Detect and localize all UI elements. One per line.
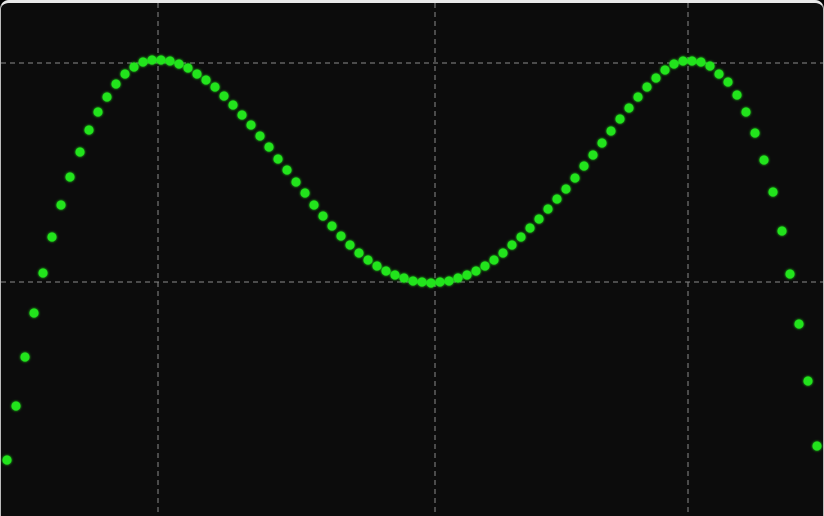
data-point: [759, 155, 769, 165]
data-point: [588, 150, 598, 160]
data-point: [741, 107, 751, 117]
data-point: [255, 131, 265, 141]
data-point: [273, 154, 283, 164]
data-point: [480, 261, 490, 271]
data-point: [300, 188, 310, 198]
data-point: [219, 91, 229, 101]
data-point: [165, 56, 175, 66]
data-point: [111, 79, 121, 89]
data-point: [11, 401, 21, 411]
data-point: [714, 69, 724, 79]
data-point: [606, 126, 616, 136]
data-point: [174, 59, 184, 69]
chart: [1, 3, 823, 516]
data-point: [246, 120, 256, 130]
data-point: [129, 62, 139, 72]
data-point: [435, 277, 445, 287]
data-point: [381, 266, 391, 276]
data-point: [408, 276, 418, 286]
data-point: [47, 232, 57, 242]
data-point: [372, 261, 382, 271]
data-point: [75, 147, 85, 157]
data-point: [525, 223, 535, 233]
data-point: [363, 255, 373, 265]
data-point: [597, 138, 607, 148]
data-point: [2, 455, 12, 465]
data-point: [309, 200, 319, 210]
data-point: [516, 232, 526, 242]
data-point: [237, 110, 247, 120]
data-point: [543, 204, 553, 214]
data-point: [38, 268, 48, 278]
data-point: [29, 308, 39, 318]
data-point: [615, 114, 625, 124]
data-point: [453, 273, 463, 283]
data-point: [507, 240, 517, 250]
data-point: [102, 92, 112, 102]
data-point: [354, 248, 364, 258]
data-point: [192, 69, 202, 79]
data-point: [660, 65, 670, 75]
data-point: [336, 231, 346, 241]
data-point: [93, 107, 103, 117]
data-point: [651, 73, 661, 83]
data-point: [723, 77, 733, 87]
data-point: [84, 125, 94, 135]
data-point: [20, 352, 30, 362]
data-point: [183, 63, 193, 73]
data-point: [345, 240, 355, 250]
data-point: [705, 61, 715, 71]
data-point: [282, 165, 292, 175]
data-point: [803, 376, 813, 386]
data-point: [687, 56, 697, 66]
data-point: [138, 57, 148, 67]
data-point: [489, 255, 499, 265]
data-point: [678, 56, 688, 66]
data-point: [794, 319, 804, 329]
data-point: [777, 226, 787, 236]
data-point: [471, 266, 481, 276]
data-point: [228, 100, 238, 110]
data-point: [732, 90, 742, 100]
data-point: [210, 82, 220, 92]
data-point: [534, 214, 544, 224]
data-point: [426, 278, 436, 288]
data-point: [417, 277, 427, 287]
data-point: [399, 273, 409, 283]
data-point: [462, 270, 472, 280]
data-point: [264, 142, 274, 152]
data-point: [156, 55, 166, 65]
data-point: [327, 221, 337, 231]
data-point: [785, 269, 795, 279]
data-point: [768, 187, 778, 197]
data-point: [498, 248, 508, 258]
data-point: [65, 172, 75, 182]
data-point: [120, 69, 130, 79]
data-point: [669, 59, 679, 69]
data-point: [291, 177, 301, 187]
data-point: [318, 211, 328, 221]
data-point: [444, 276, 454, 286]
data-point: [579, 161, 589, 171]
data-point: [642, 82, 652, 92]
data-point: [201, 75, 211, 85]
data-point: [624, 103, 634, 113]
data-point: [570, 173, 580, 183]
data-point: [812, 441, 822, 451]
data-point: [390, 270, 400, 280]
data-point: [56, 200, 66, 210]
data-point: [147, 55, 157, 65]
data-point: [633, 92, 643, 102]
data-point: [696, 57, 706, 67]
data-point: [552, 194, 562, 204]
data-point: [750, 128, 760, 138]
data-point: [561, 184, 571, 194]
